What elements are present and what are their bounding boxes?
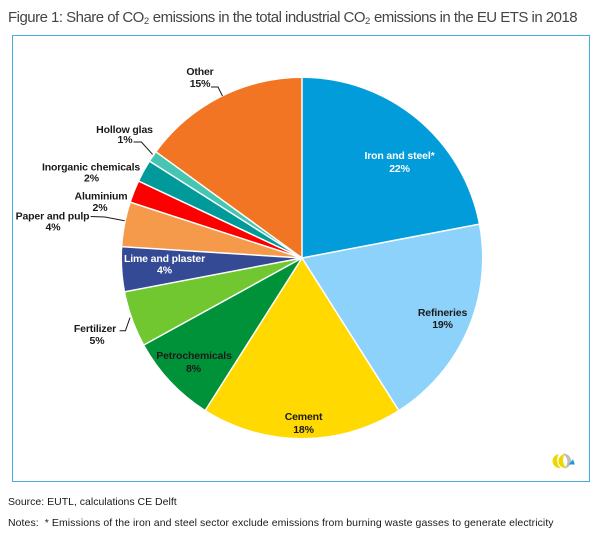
svg-text:Aluminium: Aluminium — [75, 191, 128, 203]
svg-text:Cement: Cement — [285, 411, 323, 423]
svg-text:Inorganic chemicals: Inorganic chemicals — [42, 162, 140, 174]
svg-text:5%: 5% — [90, 335, 106, 347]
svg-text:4%: 4% — [157, 265, 173, 277]
svg-text:Other: Other — [186, 66, 213, 78]
svg-text:2%: 2% — [84, 173, 100, 185]
svg-text:18%: 18% — [293, 424, 314, 436]
svg-text:22%: 22% — [389, 163, 410, 175]
svg-text:Fertilizer: Fertilizer — [74, 323, 116, 335]
svg-text:Lime and plaster: Lime and plaster — [124, 253, 205, 265]
svg-text:2%: 2% — [93, 202, 109, 214]
svg-text:Petrochemicals: Petrochemicals — [156, 350, 232, 362]
svg-text:1%: 1% — [118, 134, 134, 146]
svg-text:19%: 19% — [432, 319, 453, 331]
svg-text:4%: 4% — [46, 222, 62, 234]
svg-text:15%: 15% — [190, 78, 211, 90]
svg-text:Paper and pulp: Paper and pulp — [16, 211, 90, 223]
svg-text:Iron and steel*: Iron and steel* — [364, 150, 435, 162]
svg-text:8%: 8% — [186, 363, 202, 375]
svg-text:Refineries: Refineries — [418, 307, 468, 319]
svg-text:Hollow glas: Hollow glas — [96, 124, 153, 136]
